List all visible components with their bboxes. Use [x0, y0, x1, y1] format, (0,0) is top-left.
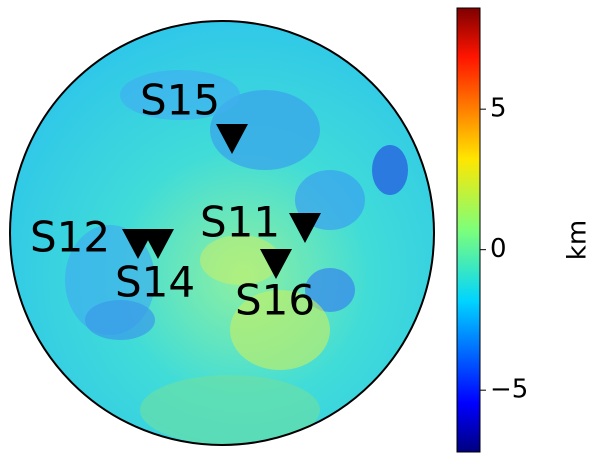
- station-label: S16: [235, 276, 315, 325]
- colorbar-tick-label: 0: [490, 234, 507, 264]
- station-label: S14: [115, 258, 195, 307]
- station-label: S12: [30, 213, 110, 262]
- colorbar-tick-label: 5: [490, 94, 507, 124]
- colorbar-tick-label: −5: [490, 375, 528, 405]
- station-label: S15: [140, 76, 220, 125]
- colorbar: [457, 8, 480, 452]
- station-label: S11: [200, 198, 280, 247]
- figure: km S15 S12S14S11 S16 5 0 −5: [0, 0, 595, 455]
- colorbar-label: km: [563, 220, 593, 260]
